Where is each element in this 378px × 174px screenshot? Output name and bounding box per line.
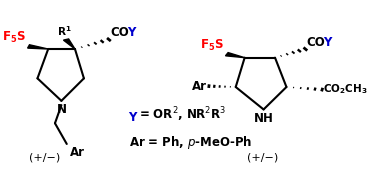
Text: (+/−): (+/−) bbox=[29, 153, 60, 163]
Polygon shape bbox=[225, 53, 245, 58]
Text: NH: NH bbox=[254, 112, 274, 125]
Text: CO: CO bbox=[110, 26, 129, 39]
Polygon shape bbox=[64, 39, 75, 49]
Text: Ar = Ph, $\it{p}$-MeO-Ph: Ar = Ph, $\it{p}$-MeO-Ph bbox=[129, 134, 252, 151]
Text: $\mathbf{F_5S}$: $\mathbf{F_5S}$ bbox=[200, 38, 224, 53]
Text: = OR$^2$, NR$^2$R$^3$: = OR$^2$, NR$^2$R$^3$ bbox=[139, 105, 226, 124]
Text: Ar: Ar bbox=[70, 146, 85, 159]
Text: Y: Y bbox=[127, 26, 136, 39]
Text: CO: CO bbox=[307, 35, 325, 49]
Text: Y: Y bbox=[323, 35, 332, 49]
Text: (+/−): (+/−) bbox=[247, 153, 278, 163]
Polygon shape bbox=[28, 45, 48, 49]
Text: Ar: Ar bbox=[192, 80, 207, 93]
Text: Y: Y bbox=[129, 111, 137, 124]
Text: N: N bbox=[56, 103, 67, 116]
Text: $\mathbf{CO_2CH_3}$: $\mathbf{CO_2CH_3}$ bbox=[323, 83, 368, 97]
Text: $\mathbf{F_5S}$: $\mathbf{F_5S}$ bbox=[2, 30, 26, 45]
Text: $\mathbf{R^1}$: $\mathbf{R^1}$ bbox=[57, 24, 71, 38]
